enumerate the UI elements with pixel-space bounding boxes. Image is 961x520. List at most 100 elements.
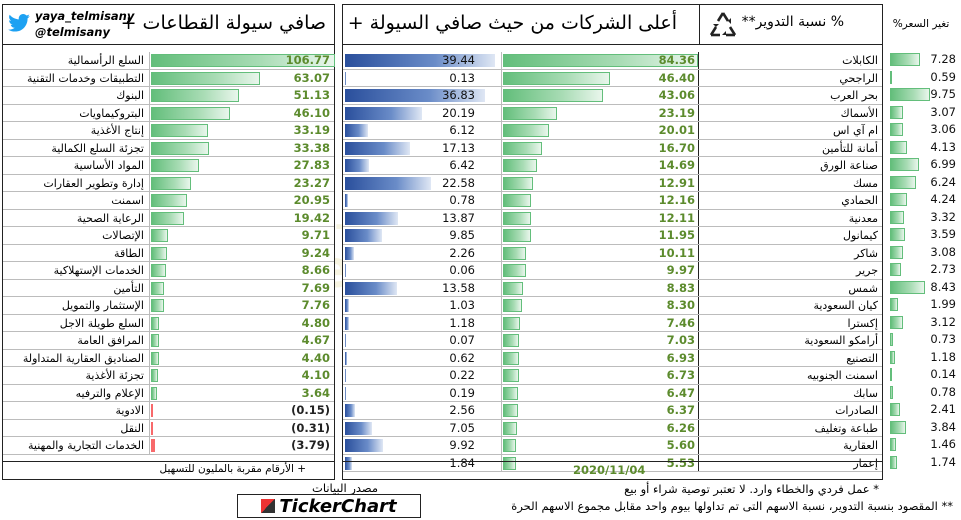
price-change-value: 3.84 (930, 419, 956, 434)
company-row[interactable]: 13.87 12.11 معدنية (343, 209, 882, 227)
column-divider (698, 454, 699, 471)
price-change-bar (890, 210, 904, 224)
price-change-row: 1.99 (888, 296, 956, 314)
price-change-row: 1.46 (888, 436, 956, 454)
tickerchart-logo: TickerChart (237, 494, 421, 518)
price-change-bar (890, 368, 892, 381)
company-name: جرير (856, 264, 878, 277)
sector-row[interactable]: التأمين 7.69 (3, 279, 334, 297)
twitter-handle-1[interactable]: yaya_telmisany (35, 9, 135, 23)
company-row[interactable]: 39.44 84.36 الكابلات (343, 52, 882, 70)
company-value: 12.91 (658, 175, 695, 190)
sector-row[interactable]: الرعاية الصحية 19.42 (3, 209, 334, 227)
sector-row[interactable]: الصناديق العقارية المتداولة 4.40 (3, 349, 334, 367)
sector-name: المرافق العامة (77, 334, 144, 347)
company-row[interactable]: 0.22 6.73 اسمنت الجنوبيه (343, 367, 882, 385)
turnover-value: 0.22 (449, 368, 475, 382)
sector-row[interactable]: البنوك 51.13 (3, 87, 334, 105)
sector-row[interactable]: تجزئة الأغذية 4.10 (3, 367, 334, 385)
sector-value-cell: 3.64 (149, 384, 334, 401)
sector-row[interactable]: النقل (0.31) (3, 419, 334, 437)
company-row[interactable]: 0.19 6.47 سابك (343, 384, 882, 402)
company-row[interactable]: 6.12 20.01 ام آي اس (343, 122, 882, 140)
sector-row[interactable]: الإستثمار والتمويل 7.76 (3, 297, 334, 315)
sector-value: 106.77 (285, 53, 330, 67)
price-change-value: 2.41 (930, 402, 956, 416)
turnover-cell: 6.12 (343, 122, 521, 139)
company-name: إعمار (853, 456, 878, 470)
company-row[interactable]: 9.85 11.95 كيمانول (343, 227, 882, 245)
sector-row[interactable]: التطبيقات وخدمات التقنية 63.07 (3, 69, 334, 87)
rounding-note: + الأرقام مقربة بالمليون للتسهيل (159, 463, 306, 475)
sector-value-cell: 7.69 (149, 279, 334, 296)
price-change-row: 6.24 (888, 174, 956, 192)
price-change-row: 3.06 (888, 121, 956, 139)
sector-row[interactable]: الخدمات الإستهلاكية 8.66 (3, 262, 334, 280)
price-change-value: 0.78 (930, 384, 956, 399)
sector-bar (151, 211, 185, 225)
sector-row[interactable]: المرافق العامة 4.67 (3, 332, 334, 350)
company-row[interactable]: 20.19 23.19 الأسماك (343, 104, 882, 122)
company-row[interactable]: 6.42 14.69 صناعة الورق (343, 157, 882, 175)
turnover-value: 1.84 (449, 455, 475, 470)
price-change-title: تغير السعر% (892, 18, 950, 30)
company-row[interactable]: 0.62 6.93 التصنيع (343, 349, 882, 367)
sector-row[interactable]: اسمنت 20.95 (3, 192, 334, 210)
turnover-value: 20.19 (442, 105, 475, 120)
price-change-value: 9.75 (930, 87, 956, 101)
sector-bar-negative (151, 439, 155, 452)
turnover-bar (345, 229, 383, 242)
turnover-bar (345, 54, 495, 67)
company-row[interactable]: 0.13 46.40 الراجحي (343, 69, 882, 87)
sector-row[interactable]: السلع الرأسمالية 106.77 (3, 52, 335, 70)
sector-row[interactable]: الإعلام والترفيه 3.64 (3, 384, 334, 402)
company-row[interactable]: 22.58 12.91 مسك (343, 174, 882, 192)
company-row[interactable]: 1.18 7.46 إكسترا (343, 314, 882, 332)
sector-row[interactable]: السلع طويلة الاجل 4.80 (3, 314, 334, 332)
sector-bar (151, 246, 167, 260)
company-value: 84.36 (658, 53, 695, 67)
sector-row[interactable]: إدارة وتطوير العقارات 23.27 (3, 174, 334, 192)
company-value-cell: 20.01 (501, 122, 699, 139)
price-change-value: 1.18 (930, 349, 956, 364)
turnover-title: % نسبة التدوير** (741, 14, 844, 30)
company-row[interactable]: 17.13 16.70 أمانة للتأمين (343, 139, 882, 157)
sector-row[interactable]: المواد الأساسية 27.83 (3, 157, 334, 175)
sector-value-cell: (0.15) (149, 402, 334, 419)
company-row[interactable]: 0.06 9.97 جرير (343, 262, 882, 280)
turnover-value: 0.07 (449, 333, 475, 347)
sector-row[interactable]: البتروكيماويات 46.10 (3, 104, 334, 122)
company-row[interactable]: 2.26 10.11 شاكر (343, 244, 882, 262)
company-name: إكسترا (847, 316, 878, 330)
company-row[interactable]: 9.92 5.60 العقارية (343, 437, 882, 455)
company-row[interactable]: 1.03 8.30 كيان السعودية (343, 297, 882, 315)
price-change-value: 7.28 (930, 52, 956, 66)
sector-name: تجزئة السلع الكمالية (51, 141, 144, 155)
company-row[interactable]: 0.07 7.03 أرامكو السعودية (343, 332, 882, 350)
company-bar (503, 404, 518, 417)
price-change-bar (890, 193, 908, 206)
turnover-cell: 9.92 (343, 437, 521, 454)
company-value: 9.97 (666, 263, 695, 277)
company-value-cell: 14.69 (501, 157, 699, 174)
sector-row[interactable]: الطاقة 9.24 (3, 244, 334, 262)
sector-row[interactable]: الادوية (0.15) (3, 402, 334, 420)
company-row[interactable]: 2.56 6.37 الصادرات (343, 402, 882, 420)
sector-row[interactable]: إنتاج الأغذية 33.19 (3, 122, 334, 140)
sector-row[interactable]: تجزئة السلع الكمالية 33.38 (3, 139, 334, 157)
sector-value-cell: 8.66 (149, 262, 334, 279)
price-change-row: 8.43 (888, 279, 956, 297)
disclaimer-note: * عمل فردي والخطاء وارد. لا تعتبر توصية … (624, 482, 879, 496)
company-row[interactable]: 36.83 43.06 بحر العرب (343, 87, 882, 105)
sector-row[interactable]: الإتصالات 9.71 (3, 227, 334, 245)
company-row[interactable]: 1.84 5.53 إعمار (343, 454, 882, 472)
company-row[interactable]: 7.05 6.26 طباعة وتغليف (343, 419, 882, 437)
sector-row[interactable]: الخدمات التجارية والمهنية (3.79) (3, 437, 334, 455)
price-change-row: 1.18 (888, 349, 956, 367)
company-row[interactable]: 0.78 12.16 الحمادي (343, 192, 882, 210)
company-bar (503, 369, 519, 382)
twitter-handle-2[interactable]: @telmisany (35, 25, 110, 39)
company-row[interactable]: 13.58 8.83 شمس (343, 279, 882, 297)
sector-value: 3.64 (301, 385, 330, 400)
company-value: 12.11 (658, 210, 695, 225)
